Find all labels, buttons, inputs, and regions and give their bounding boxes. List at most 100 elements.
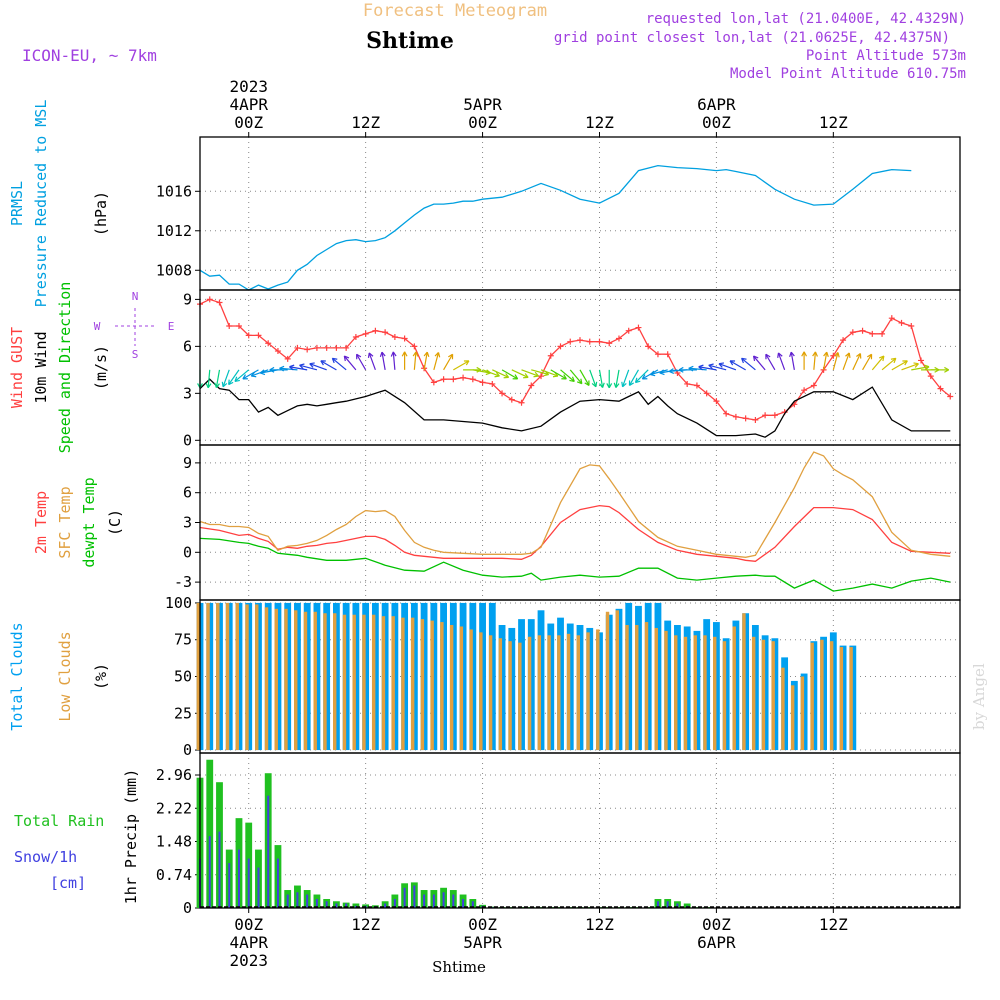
wind-arrow — [423, 351, 430, 370]
gust-marker — [879, 330, 886, 337]
snow-bar — [676, 903, 679, 908]
snow-bar — [267, 795, 270, 908]
gust-marker — [869, 330, 876, 337]
wind-arrow — [822, 351, 829, 370]
y-tick-label: 25 — [174, 704, 192, 722]
wind-arrow-shaft — [911, 366, 930, 371]
wind-arrow-shaft — [891, 360, 908, 371]
gust-marker — [440, 376, 447, 383]
bottom-date-label: 6APR — [697, 933, 736, 952]
wind-arrow-head — [708, 363, 714, 370]
pressure-line — [199, 164, 912, 291]
wind-arrow-shaft — [331, 357, 347, 371]
wind-arrow-head — [448, 353, 454, 360]
wind-arrow-head — [599, 382, 605, 388]
panel-unit: (m/s) — [92, 345, 110, 390]
wind-arrow — [550, 369, 567, 380]
low-cloud-bar — [430, 620, 434, 751]
top-date-label: 6APR — [697, 95, 736, 114]
snow-bar — [413, 885, 416, 908]
wind-arrow — [221, 369, 230, 388]
wind-arrow — [698, 364, 717, 371]
watermark: by Angel — [970, 663, 988, 730]
wind-arrow — [901, 362, 919, 371]
wind-arrow-head — [856, 353, 862, 359]
low-cloud-bar — [820, 639, 824, 751]
wind-arrow — [309, 362, 327, 371]
low-cloud-bar — [420, 619, 425, 751]
wind-arrow-shaft — [423, 352, 428, 370]
low-cloud-bar — [557, 635, 561, 751]
wind-arrow-head — [688, 365, 694, 372]
low-cloud-bar — [761, 639, 766, 751]
gust-marker — [703, 390, 710, 397]
wind-arrow-head — [777, 352, 783, 358]
low-cloud-bar — [381, 616, 386, 751]
low-cloud-bar — [527, 636, 532, 751]
low-cloud-bar — [790, 685, 795, 751]
gust-marker — [615, 335, 622, 342]
panel-label-line: SFC Temp — [56, 486, 74, 558]
gust-marker — [801, 387, 808, 394]
top-year-label: 2023 — [229, 77, 268, 96]
low-cloud-bar — [313, 611, 317, 751]
gust-marker — [898, 319, 905, 326]
wind-arrow-shaft — [472, 369, 491, 374]
wind-arrow-head — [309, 362, 315, 368]
gust-marker — [635, 324, 642, 331]
model-altitude: Model Point Altitude 610.75m — [730, 66, 966, 82]
bottom-hour-label: 12Z — [351, 915, 380, 934]
temp-line — [199, 504, 951, 562]
wind-arrow-head — [561, 374, 567, 380]
low-cloud-bar — [771, 641, 775, 751]
wind-arrow-head — [729, 360, 736, 366]
wind-arrow-head — [668, 368, 675, 374]
bottom-date-label: 5APR — [463, 933, 502, 952]
wind-arrow-head — [434, 352, 441, 358]
y-tick-label: 1.48 — [156, 833, 192, 851]
wind-arrow-head — [866, 353, 873, 360]
wind-arrow-head — [242, 374, 248, 380]
wind-arrow-head — [613, 382, 620, 388]
wind-arrow — [708, 363, 727, 371]
snow-bar — [247, 858, 250, 908]
gust-marker — [723, 410, 730, 417]
wind-arrow-head — [512, 374, 519, 380]
low-cloud-bar — [255, 604, 259, 751]
total-cloud-bar — [391, 602, 399, 751]
low-cloud-bar — [284, 608, 288, 751]
low-cloud-bar — [196, 602, 200, 751]
wind-arrow-head — [289, 364, 295, 371]
wind-arrow — [367, 352, 376, 371]
wind-arrow-head — [801, 351, 808, 357]
low-cloud-bar — [245, 604, 249, 751]
wind-arrow-head — [367, 352, 374, 358]
wind-arrow-head — [576, 378, 583, 385]
y-tick-label: 6 — [183, 484, 192, 502]
wind-arrow-head — [752, 355, 759, 362]
gust-marker — [245, 332, 252, 339]
bottom-year-label: 2023 — [229, 951, 268, 970]
wind-arrow — [789, 351, 795, 370]
wind-arrow-shaft — [842, 352, 850, 371]
snow-bar — [384, 903, 387, 908]
low-cloud-bar — [781, 667, 785, 751]
gust-marker — [947, 393, 954, 400]
gust-marker — [313, 344, 320, 351]
wind-arrow — [852, 353, 862, 371]
low-cloud-bar — [410, 617, 415, 751]
total-cloud-bar — [333, 602, 340, 751]
snow-bar — [276, 858, 279, 908]
snow-bar — [462, 899, 465, 908]
wind-arrow-shaft — [881, 357, 897, 371]
low-cloud-bar — [742, 613, 746, 751]
wind-arrow-head — [390, 351, 397, 357]
wind-arrow — [269, 366, 288, 373]
low-cloud-bar — [654, 627, 658, 751]
wind-arrow-head — [812, 351, 818, 357]
gust-marker — [333, 344, 340, 351]
wind-arrow-shaft — [753, 355, 766, 371]
gust-marker — [664, 351, 671, 358]
low-cloud-bar — [664, 630, 668, 751]
total-cloud-bar — [313, 602, 321, 751]
